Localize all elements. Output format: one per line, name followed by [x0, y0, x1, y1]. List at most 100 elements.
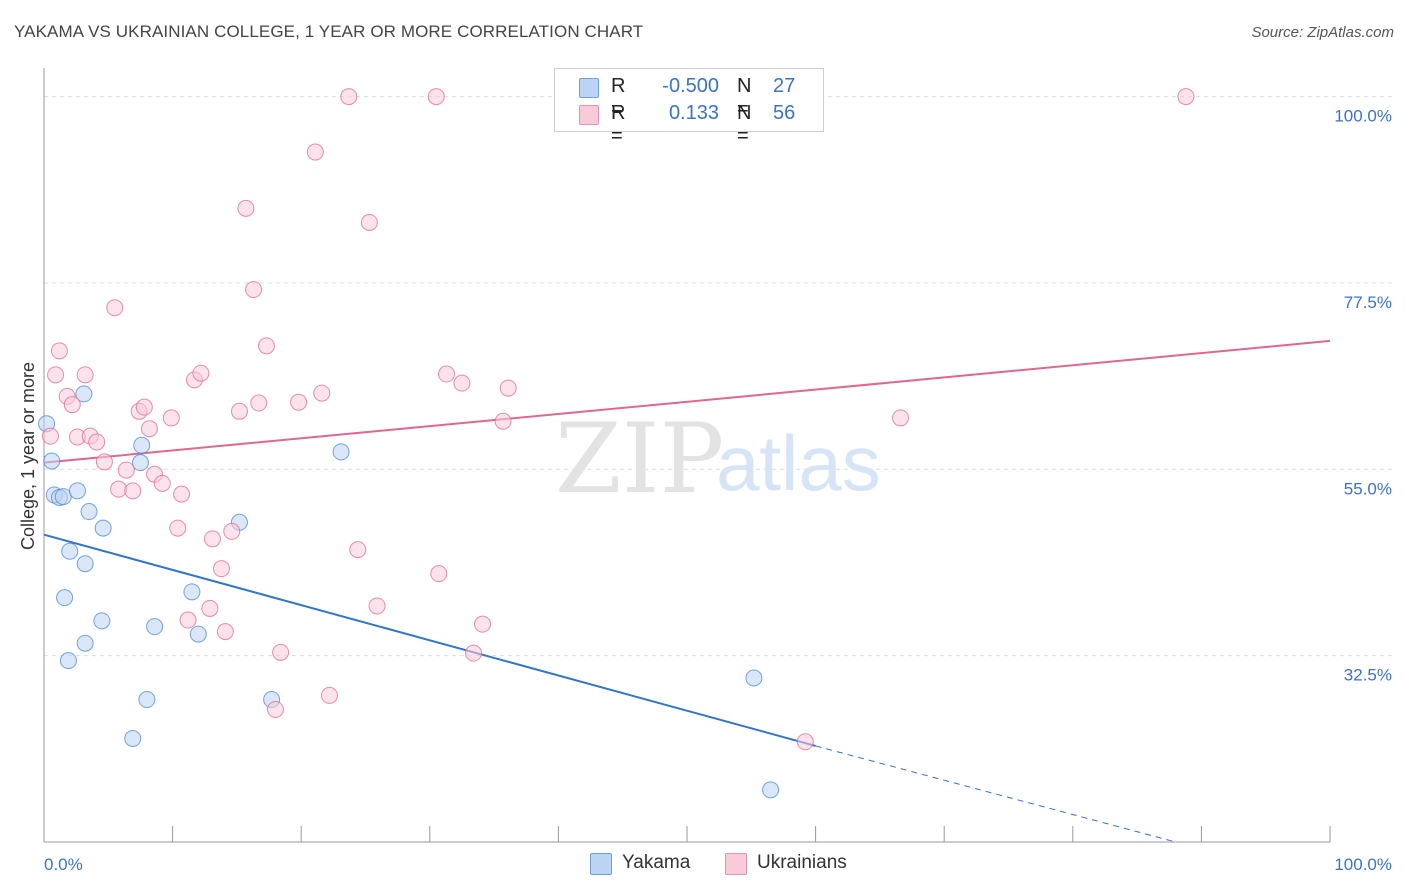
ukrainians-point — [140, 420, 158, 438]
ukrainians-point — [250, 394, 268, 412]
trendlines — [43, 339, 1331, 843]
yakama-point — [56, 589, 74, 607]
gridlines — [44, 96, 1392, 657]
ukrainians-point — [106, 299, 124, 317]
yakama-point — [189, 625, 207, 643]
source-label: Source: ZipAtlas.com — [1251, 24, 1394, 41]
n-value: 27 — [773, 75, 796, 97]
yakama-point — [59, 652, 77, 670]
ukrainians-point — [306, 143, 324, 161]
ukrainians-point — [63, 396, 81, 414]
yakama-point — [43, 452, 61, 470]
ukrainians-point — [266, 700, 284, 718]
ukrainians-point — [203, 530, 221, 548]
ukrainians-point — [499, 379, 517, 397]
chart-title: YAKAMA VS UKRAINIAN COLLEGE, 1 YEAR OR M… — [14, 22, 644, 41]
yakama-point — [54, 488, 72, 506]
yakama-point — [146, 618, 164, 636]
ukrainians-point — [216, 623, 234, 641]
yakama-trendline-extension — [815, 745, 1176, 843]
y-axis-label: College, 1 year or more — [18, 362, 38, 550]
ukrainians-point — [117, 461, 135, 479]
ukrainians-point — [124, 482, 142, 500]
ukrainians-point — [201, 599, 219, 617]
y-tick-label: 32.5% — [1344, 666, 1392, 685]
watermark-atlas: atlas — [716, 419, 881, 507]
ukrainians-point — [192, 364, 210, 382]
ukrainians-point — [110, 480, 128, 498]
ukrainians-point — [313, 384, 331, 402]
ukrainians-point — [41, 427, 59, 445]
yakama-point — [68, 482, 86, 500]
ukrainians-point — [179, 611, 197, 629]
ukrainians-point — [88, 433, 106, 451]
yakama-point — [93, 612, 111, 630]
tick-labels: 100.0% 77.5% 55.0% 32.5% 0.0% 100.0% — [44, 107, 1392, 874]
ukrainians-legend-label: Ukrainians — [757, 852, 847, 873]
ukrainians-swatch — [579, 105, 599, 125]
y-tick-label: 100.0% — [1334, 107, 1392, 126]
yakama-legend-swatch — [590, 853, 612, 875]
ukrainians-point — [340, 88, 358, 106]
ukrainians-point — [272, 643, 290, 661]
ukrainians-point — [230, 402, 248, 420]
ukrainians-point — [257, 337, 275, 355]
ukrainians-point — [1177, 88, 1195, 106]
yakama-point — [124, 729, 142, 747]
yakama-point — [131, 454, 149, 472]
ukrainians-point — [290, 393, 308, 411]
ukrainians-point — [50, 342, 68, 360]
yakama-point — [138, 691, 156, 709]
yakama-swatch — [579, 78, 599, 98]
yakama-point — [183, 583, 201, 601]
ukrainians-point — [349, 541, 367, 559]
ukrainians-point — [153, 474, 171, 492]
ukrainians-point — [76, 366, 94, 384]
yakama-point — [94, 519, 112, 537]
ukrainians-point — [891, 409, 909, 427]
series-legend: Yakama Ukrainians — [0, 852, 1406, 878]
correlation-legend: R = -0.500 N = 27 R = 0.133 N = 56 — [554, 68, 824, 147]
r-label: R = — [611, 75, 626, 120]
ukrainians-point — [465, 644, 483, 662]
x-tick-label-left: 0.0% — [44, 855, 83, 874]
n-label: N = — [737, 102, 752, 147]
ukrainians-point — [360, 213, 378, 231]
yakama-point — [745, 669, 763, 687]
yakama-point — [762, 781, 780, 799]
x-tick-label-right: 100.0% — [1334, 855, 1392, 874]
ukrainians-point — [474, 615, 492, 633]
yakama-point — [76, 634, 94, 652]
data-points — [38, 88, 1195, 799]
yakama-point — [61, 542, 79, 560]
ukrainians-legend-swatch — [725, 853, 747, 875]
ukrainians-point — [237, 199, 255, 217]
ukrainians-point — [47, 366, 65, 384]
r-value: 0.133 — [668, 102, 719, 124]
n-value: 56 — [773, 102, 796, 124]
ukrainians-point — [427, 88, 445, 106]
y-tick-label: 77.5% — [1344, 293, 1392, 312]
ukrainians-point — [453, 374, 471, 392]
ukrainians-point — [796, 733, 814, 751]
yakama-point — [76, 555, 94, 573]
y-tick-label: 55.0% — [1344, 479, 1392, 498]
ukrainians-point — [430, 565, 448, 583]
yakama-point — [133, 436, 151, 454]
ukrainians-point — [212, 560, 230, 578]
yakama-legend-label: Yakama — [622, 852, 691, 873]
yakama-point — [332, 443, 350, 461]
yakama-trendline — [43, 533, 816, 747]
ukrainians-point — [438, 365, 456, 383]
ukrainians-point — [320, 686, 338, 704]
ukrainians-point — [368, 597, 386, 615]
ukrainians-point — [245, 281, 263, 299]
ukrainians-trendline — [43, 339, 1331, 464]
ukrainians-point — [169, 519, 187, 537]
ukrainians-point — [135, 398, 153, 416]
r-label: R = — [611, 102, 626, 147]
watermark-zip: ZIP — [555, 403, 724, 515]
yakama-point — [75, 385, 93, 403]
ukrainians-point — [95, 453, 113, 471]
